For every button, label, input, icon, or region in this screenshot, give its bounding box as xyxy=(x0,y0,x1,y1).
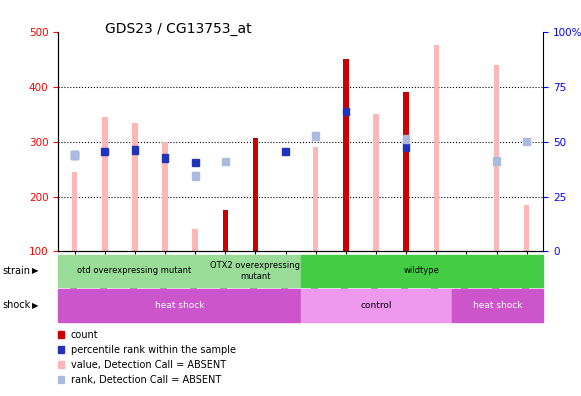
Bar xyxy=(210,255,301,287)
Bar xyxy=(71,151,78,159)
Bar xyxy=(493,157,500,165)
Bar xyxy=(494,65,499,251)
Bar xyxy=(192,229,198,251)
Text: ▶: ▶ xyxy=(32,301,38,310)
Bar xyxy=(433,46,439,251)
Bar xyxy=(162,154,168,162)
Bar xyxy=(223,210,228,251)
Text: heat shock: heat shock xyxy=(473,301,522,310)
Bar xyxy=(452,289,543,322)
Bar xyxy=(192,172,199,180)
Text: rank, Detection Call = ABSENT: rank, Detection Call = ABSENT xyxy=(71,375,221,385)
Text: value, Detection Call = ABSENT: value, Detection Call = ABSENT xyxy=(71,360,226,370)
Bar xyxy=(132,146,138,154)
Bar xyxy=(102,148,108,155)
Text: heat shock: heat shock xyxy=(155,301,204,310)
Text: percentile rank within the sample: percentile rank within the sample xyxy=(71,345,236,355)
Text: GDS23 / CG13753_at: GDS23 / CG13753_at xyxy=(105,22,251,36)
Bar xyxy=(343,107,349,115)
Bar xyxy=(313,147,318,251)
Bar xyxy=(403,135,410,143)
Text: count: count xyxy=(71,329,99,340)
Bar xyxy=(403,143,410,151)
Text: wildtype: wildtype xyxy=(404,267,440,275)
Bar xyxy=(301,255,543,287)
Bar xyxy=(222,158,229,165)
Bar xyxy=(58,255,210,287)
Text: strain: strain xyxy=(3,266,31,276)
Bar xyxy=(58,289,301,322)
Bar xyxy=(523,138,530,145)
Bar xyxy=(71,151,78,159)
Text: shock: shock xyxy=(3,300,31,310)
Bar xyxy=(373,114,379,251)
Bar xyxy=(403,92,409,251)
Bar xyxy=(162,141,168,251)
Text: control: control xyxy=(361,301,392,310)
Bar xyxy=(72,172,77,251)
Bar xyxy=(524,205,529,251)
Bar xyxy=(253,138,258,251)
Bar xyxy=(313,132,319,140)
Bar xyxy=(132,124,138,251)
Bar xyxy=(282,148,289,155)
Bar xyxy=(102,117,107,251)
Bar xyxy=(192,159,199,166)
Text: otd overexpressing mutant: otd overexpressing mutant xyxy=(77,267,191,275)
Text: ▶: ▶ xyxy=(32,267,38,275)
Bar xyxy=(343,59,349,251)
Text: OTX2 overexpressing
mutant: OTX2 overexpressing mutant xyxy=(210,261,300,280)
Bar xyxy=(301,289,452,322)
